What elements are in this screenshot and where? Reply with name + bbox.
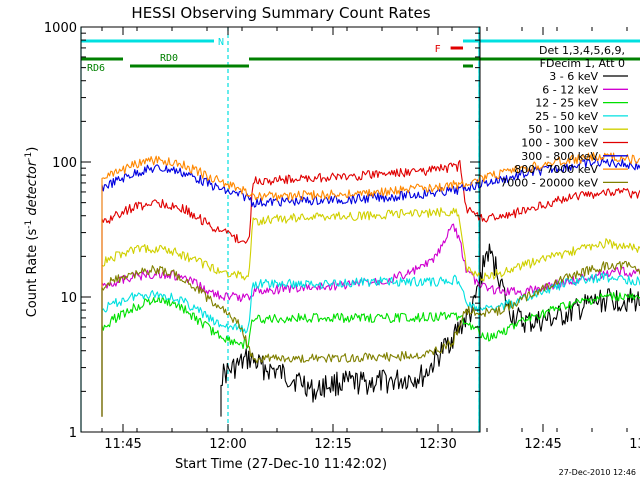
series-line-6	[101, 156, 640, 417]
legend-label-8: 7000 - 20000 keV	[500, 176, 598, 189]
y-axis-label-part3: )	[25, 147, 40, 152]
flag-label-night: N	[218, 37, 224, 48]
series-line-8	[101, 260, 640, 417]
chart-title: HESSI Observing Summary Count Rates	[131, 4, 430, 22]
series-line-2	[101, 292, 640, 417]
y-axis-label-part1: Count Rate (s	[25, 229, 40, 318]
legend-header-line1: Det 1,3,4,5,6,9,	[539, 44, 625, 57]
y-axis-label-sup2: -1	[24, 152, 34, 161]
x-tick-label-5: 13:00	[629, 437, 640, 452]
legend-label-7: 800 - 7000 keV	[514, 163, 598, 176]
legend-label-0: 3 - 6 keV	[549, 70, 598, 83]
timestamp: 27-Dec-2010 12:46	[559, 468, 636, 477]
plot-frame	[80, 26, 481, 433]
flag-label-rd0: RD0	[160, 53, 178, 64]
legend: Det 1,3,4,5,6,9, FDecim 1, Att 0 3 - 6 k…	[500, 44, 628, 189]
x-tick-label-0: 11:45	[104, 437, 141, 452]
y-axis-label: Count Rate (s-1 detector-1)	[24, 147, 40, 318]
x-tick-label-4: 12:45	[524, 437, 561, 452]
legend-label-6: 300 - 800 keV	[521, 150, 598, 163]
y-tick-label-3: 1000	[44, 21, 77, 36]
x-tick-label-2: 12:15	[314, 437, 351, 452]
x-tick-label-1: 12:00	[209, 437, 246, 452]
legend-label-2: 12 - 25 keV	[535, 97, 598, 110]
flag-label-flare: F	[435, 44, 441, 55]
series-line-4	[101, 207, 640, 417]
x-axis-label: Start Time (27-Dec-10 11:42:02)	[175, 457, 387, 472]
y-tick-label-2: 100	[52, 156, 77, 171]
y-tick-label-0: 1	[69, 426, 77, 441]
y-axis-label-part2: detector	[25, 159, 40, 220]
series-line-5	[101, 159, 640, 417]
y-tick-label-1: 10	[60, 291, 77, 306]
y-axis-label-sup1: -1	[24, 220, 34, 229]
series-layer	[101, 152, 640, 417]
x-tick-label-3: 12:30	[419, 437, 456, 452]
axes: 11:4512:0012:1512:3012:4513:0013:1511010…	[44, 21, 640, 452]
flag-label-rd6: RD6	[87, 63, 105, 74]
flags-layer: N F RD0 RD6	[81, 37, 640, 74]
legend-label-4: 50 - 100 keV	[528, 123, 598, 136]
series-line-7	[101, 152, 640, 417]
legend-label-3: 25 - 50 keV	[535, 110, 598, 123]
series-line-3	[101, 272, 640, 417]
legend-label-1: 6 - 12 keV	[542, 83, 598, 96]
legend-label-5: 100 - 300 keV	[521, 137, 598, 150]
legend-header-line2: FDecim 1, Att 0	[540, 57, 625, 70]
